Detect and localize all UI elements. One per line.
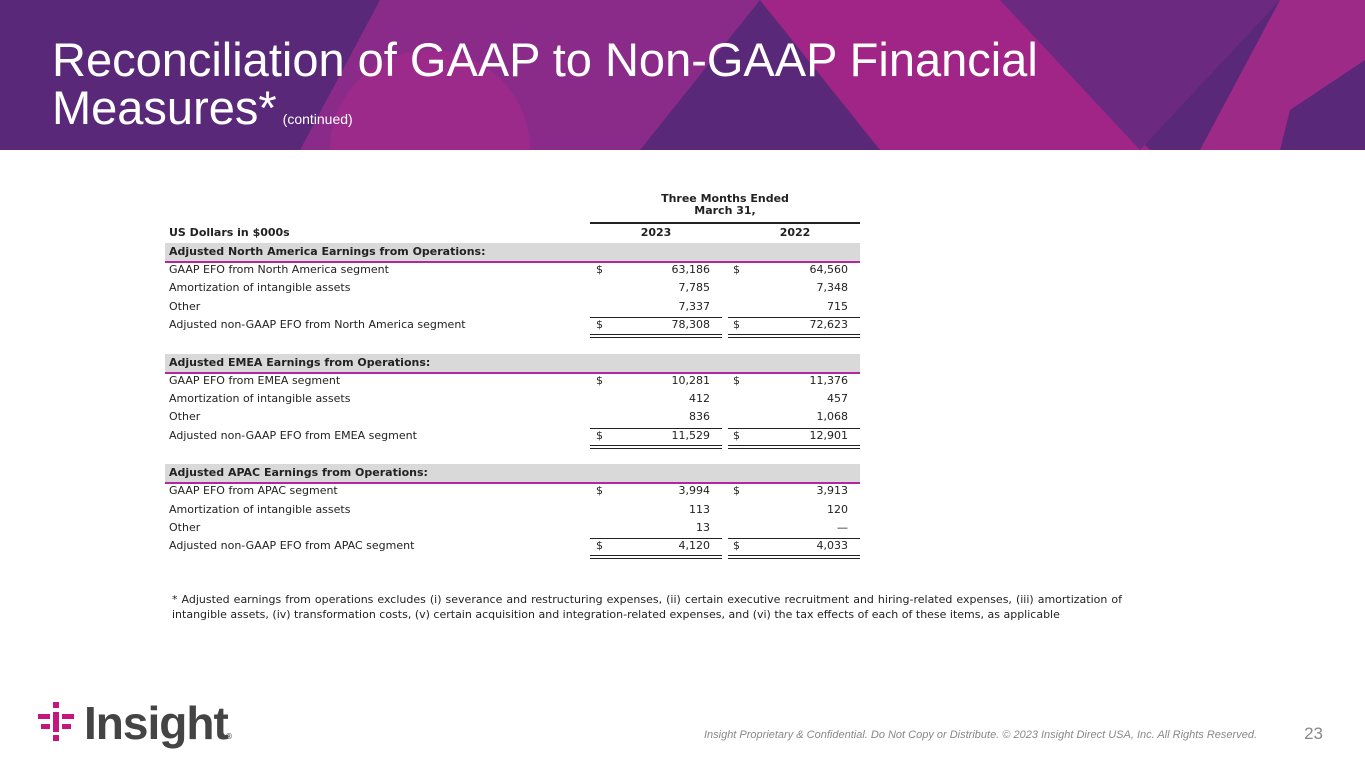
total-rule bbox=[590, 555, 722, 560]
section-heading-bg bbox=[165, 464, 860, 485]
page-number: 23 bbox=[1304, 724, 1323, 743]
header-band bbox=[0, 0, 1365, 150]
logo-icon bbox=[38, 702, 74, 741]
value: 715 bbox=[827, 299, 848, 313]
value: 13 bbox=[696, 521, 710, 534]
value: 12,901 bbox=[809, 428, 849, 442]
currency: $ bbox=[596, 484, 603, 498]
row-label: GAAP EFO from APAC segment bbox=[169, 484, 338, 498]
currency: $ bbox=[733, 318, 740, 332]
column-header: 2022 bbox=[779, 226, 811, 239]
currency: $ bbox=[733, 263, 740, 276]
value: 72,623 bbox=[809, 318, 849, 332]
value: 412 bbox=[689, 392, 710, 405]
row-label: Adjusted non-GAAP EFO from North America… bbox=[169, 318, 466, 332]
row-label: Other bbox=[169, 521, 201, 534]
section-heading: Adjusted EMEA Earnings from Operations: bbox=[169, 355, 431, 369]
value: 11,376 bbox=[809, 373, 849, 387]
currency: $ bbox=[733, 428, 740, 442]
value: 3,994 bbox=[678, 484, 711, 498]
row-label: GAAP EFO from EMEA segment bbox=[169, 373, 341, 387]
row-label: Adjusted non-GAAP EFO from APAC segment bbox=[169, 539, 415, 553]
row-label: Amortization of intangible assets bbox=[169, 502, 351, 516]
period-label: March 31, bbox=[694, 204, 756, 217]
total-rule bbox=[590, 444, 722, 449]
currency: $ bbox=[596, 539, 603, 553]
total-rule bbox=[728, 555, 860, 560]
value: 7,337 bbox=[678, 299, 711, 313]
total-rule bbox=[590, 334, 722, 339]
currency: $ bbox=[733, 539, 740, 553]
row-label: Other bbox=[169, 299, 201, 313]
section-heading: Adjusted APAC Earnings from Operations: bbox=[169, 466, 428, 480]
row-label: Adjusted non-GAAP EFO from EMEA segment bbox=[169, 428, 417, 442]
value: 3,913 bbox=[816, 484, 849, 498]
value: 7,785 bbox=[678, 281, 711, 295]
title: Reconciliation of GAAP to Non-GAAP Finan… bbox=[52, 36, 1252, 143]
subtotal-rule bbox=[728, 538, 860, 540]
value: 113 bbox=[689, 502, 710, 516]
subtotal-rule bbox=[590, 538, 722, 540]
value: 63,186 bbox=[671, 263, 711, 276]
logo-mark: ® bbox=[225, 732, 233, 741]
value: 457 bbox=[827, 392, 848, 405]
section-heading: Adjusted North America Earnings from Ope… bbox=[169, 245, 486, 258]
value: 836 bbox=[689, 410, 710, 424]
value: — bbox=[837, 521, 848, 534]
subtitle: (continued) bbox=[282, 111, 353, 127]
value: 64,560 bbox=[809, 263, 849, 276]
value: 11,529 bbox=[671, 428, 711, 442]
value: 120 bbox=[827, 502, 848, 516]
value: 4,033 bbox=[816, 539, 849, 553]
period-rule bbox=[590, 222, 860, 224]
currency: $ bbox=[596, 373, 603, 387]
total-rule bbox=[728, 444, 860, 449]
title-text: Reconciliation of GAAP to Non-GAAP Finan… bbox=[52, 33, 1038, 134]
row-label: Amortization of intangible assets bbox=[169, 392, 351, 405]
currency: $ bbox=[596, 318, 603, 332]
currency: $ bbox=[596, 428, 603, 442]
value: 7,348 bbox=[816, 281, 849, 295]
currency: $ bbox=[596, 263, 603, 276]
subtotal-rule bbox=[728, 427, 860, 429]
currency: $ bbox=[733, 373, 740, 387]
unit-label: US Dollars in $000s bbox=[169, 226, 290, 239]
subtotal-rule bbox=[728, 317, 860, 319]
total-rule bbox=[728, 334, 860, 339]
value: 10,281 bbox=[671, 373, 711, 387]
subtotal-rule bbox=[590, 427, 722, 429]
value: 1,068 bbox=[816, 410, 849, 424]
row-label: Amortization of intangible assets bbox=[169, 281, 351, 295]
subtotal-rule bbox=[590, 317, 722, 319]
section-heading-bg bbox=[165, 353, 860, 374]
section-heading-bg bbox=[165, 243, 860, 263]
logo: Insight bbox=[84, 697, 229, 749]
period-label: Three Months Ended bbox=[661, 192, 789, 205]
confidential: Insight Proprietary & Confidential. Do N… bbox=[703, 729, 1257, 741]
column-header: 2023 bbox=[640, 226, 672, 239]
row-label: Other bbox=[169, 410, 201, 424]
value: 78,308 bbox=[671, 318, 711, 332]
row-label: GAAP EFO from North America segment bbox=[169, 263, 389, 276]
currency: $ bbox=[733, 484, 740, 498]
footnote: * Adjusted earnings from operations excl… bbox=[172, 593, 1122, 621]
value: 4,120 bbox=[678, 539, 711, 553]
table: Three Months Ended March 31, US Dollars in… bbox=[165, 192, 860, 560]
